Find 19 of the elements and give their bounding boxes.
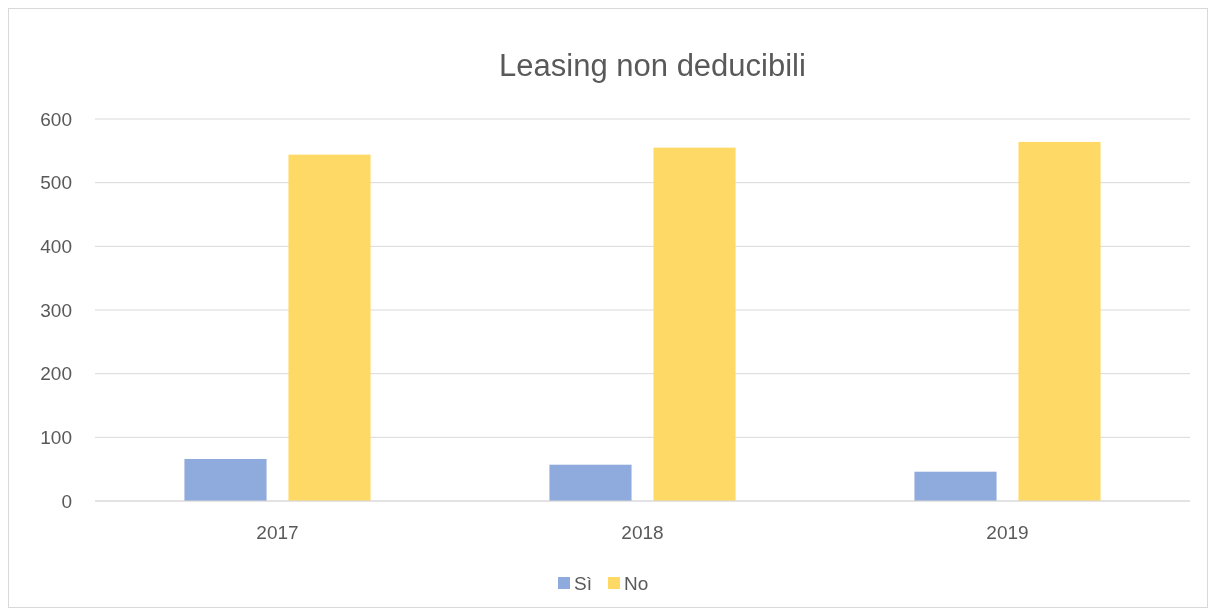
x-tick-label: 2017 bbox=[256, 522, 299, 543]
chart-title: Leasing non deducibili bbox=[499, 48, 806, 83]
y-tick-label: 100 bbox=[40, 426, 72, 448]
y-tick-label: 0 bbox=[61, 490, 72, 512]
bar bbox=[549, 464, 632, 501]
bar bbox=[1018, 141, 1101, 501]
y-tick-label: 300 bbox=[40, 299, 72, 321]
y-tick-label: 400 bbox=[40, 235, 72, 257]
bar bbox=[653, 147, 736, 501]
bar bbox=[288, 154, 371, 501]
x-tick-label: 2018 bbox=[621, 522, 664, 543]
bar bbox=[184, 458, 267, 501]
legend-label: Sì bbox=[574, 572, 592, 594]
bar bbox=[914, 471, 997, 501]
y-tick-label: 600 bbox=[40, 108, 72, 130]
x-tick-label: 2019 bbox=[986, 522, 1029, 543]
legend-label: No bbox=[624, 572, 649, 594]
y-tick-label: 500 bbox=[40, 172, 72, 194]
y-tick-label: 200 bbox=[40, 363, 72, 385]
